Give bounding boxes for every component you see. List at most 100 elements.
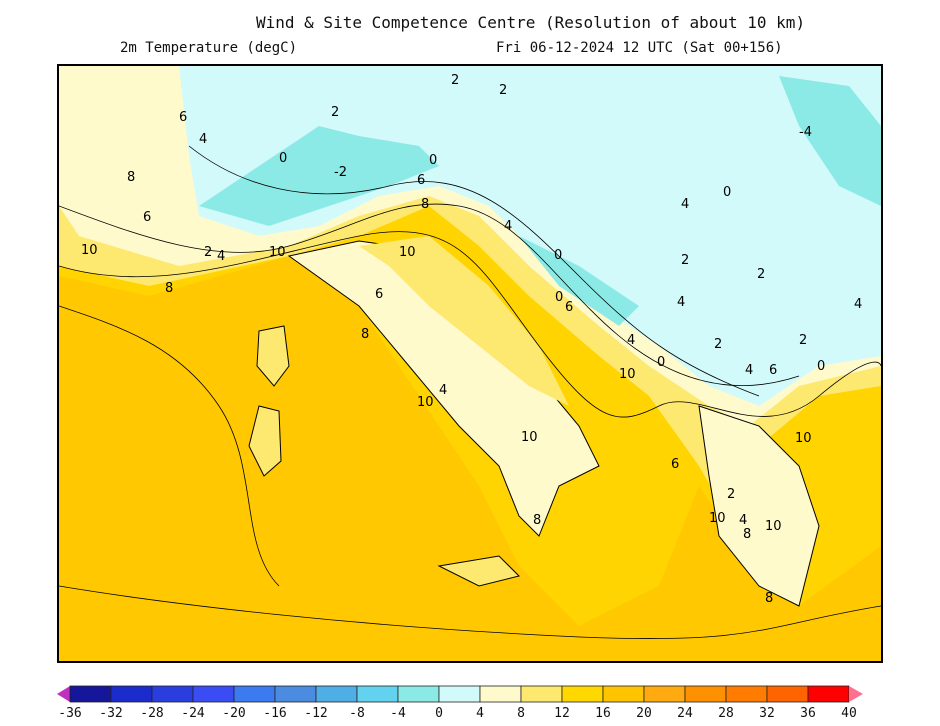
contour-label: 4 bbox=[627, 333, 635, 348]
colorbar-swatch bbox=[274, 685, 317, 703]
contour-label: 6 bbox=[565, 300, 573, 315]
sardinia-island bbox=[256, 325, 290, 387]
contour-label: 4 bbox=[681, 197, 689, 212]
sicily-island bbox=[437, 555, 520, 587]
contour-label: 0 bbox=[657, 355, 665, 370]
contour-label: 4 bbox=[504, 219, 512, 234]
colorbar-swatch bbox=[561, 685, 604, 703]
contour-label: 10 bbox=[709, 511, 726, 526]
contour-label: 4 bbox=[199, 132, 207, 147]
colorbar-swatch bbox=[725, 685, 768, 703]
contour-label: 10 bbox=[81, 243, 98, 258]
contour-label: 4 bbox=[439, 383, 447, 398]
colorbar-swatch bbox=[807, 685, 850, 703]
contour-label: 6 bbox=[417, 173, 425, 188]
contour-label: 6 bbox=[671, 457, 679, 472]
colorbar-tick-label: 24 bbox=[677, 706, 693, 721]
contour-label: 8 bbox=[361, 327, 369, 342]
contour-label: 10 bbox=[269, 245, 286, 260]
colorbar-swatch bbox=[766, 685, 809, 703]
contour-label: 8 bbox=[765, 591, 773, 606]
colorbar-swatch bbox=[684, 685, 727, 703]
contour-label: 2 bbox=[331, 105, 339, 120]
contour-label: 6 bbox=[143, 210, 151, 225]
colorbar-tick-label: -28 bbox=[140, 706, 164, 721]
colorbar-swatch bbox=[151, 685, 194, 703]
colorbar-tick-label: 0 bbox=[435, 706, 443, 721]
colorbar-under-arrow bbox=[57, 686, 70, 702]
colorbar-swatch bbox=[520, 685, 563, 703]
contour-label: 4 bbox=[854, 297, 862, 312]
temperature-map: 6 4 8 6 10 2 4 10 8 0 -2 2 0 6 8 10 2 2 … bbox=[57, 64, 883, 663]
contour-label: 4 bbox=[745, 363, 753, 378]
colorbar-over-arrow bbox=[849, 686, 863, 702]
colorbar-tick-label: 12 bbox=[554, 706, 570, 721]
contour-label: 2 bbox=[757, 267, 765, 282]
colorbar-swatch bbox=[315, 685, 358, 703]
contour-label: 2 bbox=[681, 253, 689, 268]
colorbar-tick-label: 28 bbox=[718, 706, 734, 721]
colorbar-swatch bbox=[233, 685, 276, 703]
colorbar-tick-label: 40 bbox=[841, 706, 857, 721]
contour-label: 2 bbox=[727, 487, 735, 502]
corsica-island bbox=[248, 405, 282, 477]
contour-label: 2 bbox=[451, 73, 459, 88]
contour-label: 10 bbox=[417, 395, 434, 410]
isotherm-lines bbox=[59, 145, 881, 640]
valid-time-label: Fri 06-12-2024 12 UTC (Sat 00+156) bbox=[496, 40, 783, 56]
contour-label: 4 bbox=[217, 249, 225, 264]
colorbar-tick-label: -24 bbox=[181, 706, 205, 721]
chart-title: Wind & Site Competence Centre (Resolutio… bbox=[256, 13, 806, 32]
colorbar-swatch bbox=[356, 685, 399, 703]
colorbar-swatch bbox=[479, 685, 522, 703]
colorbar-swatch bbox=[110, 685, 153, 703]
contour-label: 10 bbox=[765, 519, 782, 534]
colorbar-swatch bbox=[643, 685, 686, 703]
contour-label: 10 bbox=[795, 431, 812, 446]
contour-label: 4 bbox=[677, 295, 685, 310]
contour-label: 2 bbox=[204, 245, 212, 260]
contour-label: 6 bbox=[769, 363, 777, 378]
contour-label: 4 bbox=[739, 513, 747, 528]
contour-label: 0 bbox=[555, 290, 563, 305]
colorbar-tick-label: 32 bbox=[759, 706, 775, 721]
color-scale-bar bbox=[57, 684, 887, 706]
parameter-label: 2m Temperature (degC) bbox=[120, 40, 298, 56]
contour-label: 8 bbox=[533, 513, 541, 528]
land-minus4-0-area-east bbox=[779, 76, 881, 206]
contour-label: 2 bbox=[714, 337, 722, 352]
contour-label: 2 bbox=[799, 333, 807, 348]
contour-label: 0 bbox=[554, 248, 562, 263]
contour-label: 8 bbox=[743, 527, 751, 542]
colorbar-tick-label: -4 bbox=[390, 706, 406, 721]
colorbar-tick-label: -32 bbox=[99, 706, 123, 721]
colorbar-swatch bbox=[397, 685, 440, 703]
contour-label: -4 bbox=[799, 125, 812, 140]
colorbar-swatch bbox=[69, 685, 112, 703]
colorbar-tick-label: 8 bbox=[517, 706, 525, 721]
colorbar-tick-label: 16 bbox=[595, 706, 611, 721]
colorbar-tick-label: 4 bbox=[476, 706, 484, 721]
colorbar-swatch bbox=[192, 685, 235, 703]
land-minus4-0-area-balkan bbox=[519, 236, 639, 326]
contour-label: 8 bbox=[165, 281, 173, 296]
contour-label: 10 bbox=[399, 245, 416, 260]
colorbar-tick-label: 36 bbox=[800, 706, 816, 721]
colorbar-tick-label: -8 bbox=[349, 706, 365, 721]
contour-label: 2 bbox=[499, 83, 507, 98]
contour-label: 6 bbox=[179, 110, 187, 125]
contour-label: 0 bbox=[723, 185, 731, 200]
colorbar-tick-label: 20 bbox=[636, 706, 652, 721]
colorbar-tick-label: -16 bbox=[263, 706, 287, 721]
colorbar-tick-label: -36 bbox=[58, 706, 82, 721]
contour-label: -2 bbox=[334, 165, 347, 180]
land-minus4-0-area bbox=[199, 126, 439, 226]
contour-label: 10 bbox=[521, 430, 538, 445]
greece-peninsula bbox=[698, 405, 820, 607]
contour-label: 0 bbox=[279, 151, 287, 166]
contour-label: 10 bbox=[619, 367, 636, 382]
colorbar-swatch bbox=[438, 685, 481, 703]
contour-label: 0 bbox=[429, 153, 437, 168]
contour-label: 8 bbox=[127, 170, 135, 185]
contour-label: 0 bbox=[817, 359, 825, 374]
